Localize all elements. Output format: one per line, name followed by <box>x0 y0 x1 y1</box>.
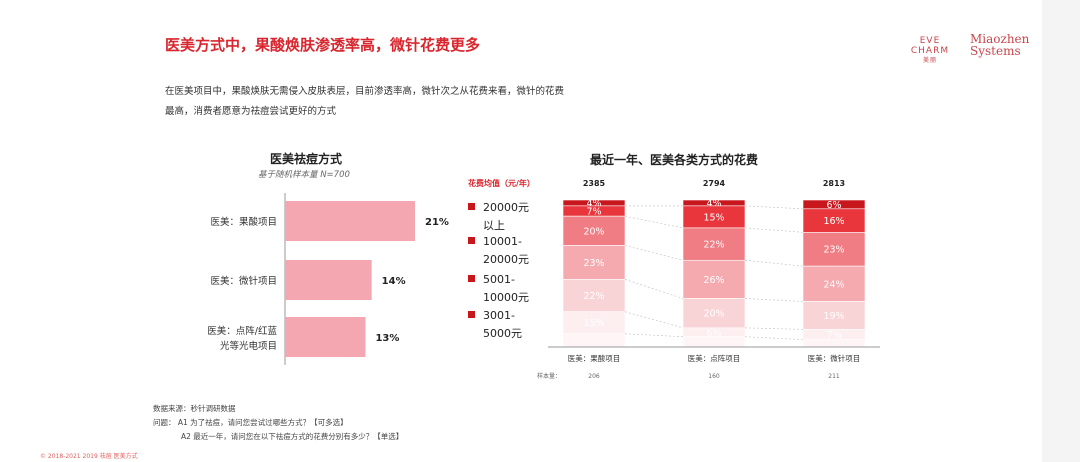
left-chart-subtitle: 基于随机样本量 N=700 <box>258 170 350 180</box>
segment-connector <box>624 311 684 329</box>
miaozhen-logo: Miaozhen Systems <box>970 33 1029 57</box>
segment-value-label: 6% <box>826 200 841 211</box>
legend-swatch <box>468 311 475 318</box>
segment-connector <box>744 327 804 330</box>
eve-charm-logo: EVE CHARM 美丽 <box>905 36 955 66</box>
segment-value-label: 6% <box>706 328 721 339</box>
intro-text: 在医美项目中，果酸焕肤无需侵入皮肤表层，目前渗透率高，微针次之从花费来看，微针的… <box>165 86 565 117</box>
left-bar-value: 14% <box>382 276 406 287</box>
segment-value-label: 22% <box>703 240 724 251</box>
spend-mean-value: 2813 <box>823 179 845 188</box>
legend-swatch <box>468 275 475 282</box>
segment-value-label: 7% <box>586 207 601 218</box>
spend-mean-value: 2794 <box>703 179 726 188</box>
left-category-label: 医美：点阵/红蓝 <box>207 325 277 337</box>
sample-size-value: 160 <box>708 373 720 380</box>
segment-value-label: 22% <box>583 291 604 302</box>
legend-label: 以上 <box>483 219 505 232</box>
stacked-segment <box>682 298 746 329</box>
left-bar <box>285 201 415 241</box>
segment-value-label: 20% <box>703 309 724 320</box>
logo-line: CHARM <box>910 46 950 56</box>
left-category-label: 医美：微针项目 <box>210 275 277 287</box>
stacked-segment <box>802 265 866 302</box>
footnote-source: 数据来源：秒针调研数据 <box>153 404 236 413</box>
logo-line: 美丽 <box>922 57 937 64</box>
segment-value-label: 15% <box>583 318 604 329</box>
footnote-q1: 问题： A1 为了祛痘，请问您尝试过哪些方式？【可多选】 <box>153 418 348 427</box>
legend-label: 20000元 <box>483 253 529 266</box>
legend-label: 10000元 <box>483 291 529 304</box>
logo-line: EVE <box>919 36 941 46</box>
legend-label: 20000元 <box>483 201 529 214</box>
page-title: 医美方式中，果酸焕肤渗透率高，微针花费更多 <box>165 36 481 54</box>
segment-value-label: 16% <box>823 216 844 227</box>
segment-connector <box>744 336 804 340</box>
segment-value-label: 23% <box>823 245 844 256</box>
segment-connector <box>624 245 684 261</box>
legend-swatch <box>468 237 475 244</box>
legend-label: 5000元 <box>483 327 522 340</box>
stacked-segment <box>682 336 746 348</box>
segment-value-label: 4% <box>706 198 721 209</box>
footnotes: 数据来源：秒针调研数据 问题： A1 为了祛痘，请问您尝试过哪些方式？【可多选】… <box>153 402 403 444</box>
legend-label: 10001- <box>483 235 522 248</box>
segment-value-label: 23% <box>583 258 604 269</box>
stacked-category-label: 医美：微针项目 <box>808 353 861 363</box>
segment-connector <box>744 227 804 233</box>
footer-text: © 2018-2021 2019 祛痘 医美方式 <box>40 453 138 460</box>
segment-connector <box>744 259 804 267</box>
spend-mean-value: 2385 <box>583 179 606 188</box>
segment-value-label: 20% <box>583 226 604 237</box>
logo-line: Systems <box>970 44 1021 58</box>
segment-value-label: 4% <box>586 198 601 209</box>
segment-value-label: 24% <box>823 279 844 290</box>
segment-connector <box>624 333 684 338</box>
right-chart-title: 最近一年、医美各类方式的花费 <box>590 153 759 167</box>
stacked-category-label: 医美：点阵项目 <box>688 353 741 363</box>
sample-size-label: 样本量： <box>537 372 561 380</box>
logo-line: Miaozhen <box>970 32 1030 46</box>
stacked-segment <box>562 279 626 313</box>
stacked-segment <box>802 232 866 267</box>
sample-size-value: 211 <box>828 373 840 380</box>
left-category-label: 医美：果酸项目 <box>210 216 277 228</box>
segment-connector <box>624 215 684 229</box>
left-category-label: 光等光电项目 <box>220 340 277 352</box>
legend-label: 3001- <box>483 309 515 322</box>
right-margin-band <box>1042 0 1080 462</box>
sample-size-value: 206 <box>588 373 600 380</box>
stacked-segment <box>562 333 626 348</box>
segment-value-label: 15% <box>703 212 724 223</box>
legend-swatch <box>468 203 475 210</box>
left-bar <box>285 260 372 300</box>
segment-connector <box>624 279 684 299</box>
segment-connector <box>744 298 804 302</box>
segment-value-label: 26% <box>703 275 724 286</box>
spend-header-label: 花费均值（元/年） <box>468 178 535 188</box>
left-bar <box>285 317 366 357</box>
segment-value-label: 7% <box>826 330 841 341</box>
legend-label: 5001- <box>483 273 515 286</box>
left-chart-title: 医美祛痘方式 <box>270 152 343 166</box>
segment-connector <box>744 205 804 210</box>
stacked-segment <box>682 259 746 299</box>
stacked-segment <box>802 339 866 348</box>
stacked-category-label: 医美：果酸项目 <box>568 353 621 363</box>
stacked-segment <box>562 215 626 246</box>
left-bar-value: 13% <box>375 333 399 344</box>
stacked-segment <box>802 301 866 330</box>
segment-value-label: 19% <box>823 311 844 322</box>
left-bar-value: 21% <box>425 217 449 228</box>
footnote-q2: A2 最近一年，请问您在以下祛痘方式的花费分别有多少？【单选】 <box>181 432 404 441</box>
stacked-segment <box>682 227 746 261</box>
stacked-segment <box>562 245 626 280</box>
